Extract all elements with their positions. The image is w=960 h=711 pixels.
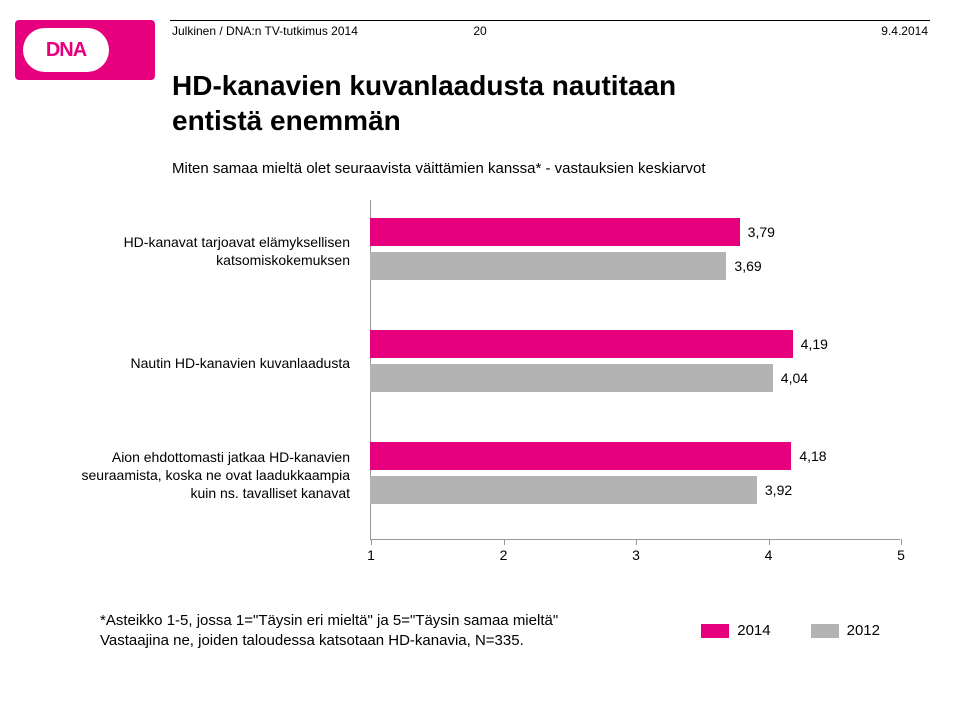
legend-swatch-2014	[701, 624, 729, 638]
bar-value-2012: 3,92	[765, 482, 792, 498]
row-label: Aion ehdottomasti jatkaa HD-kanavien seu…	[60, 430, 360, 520]
bar-value-2014: 4,18	[799, 448, 826, 464]
bar-2014	[370, 330, 793, 358]
legend-label-2012: 2012	[847, 622, 880, 639]
x-tick-label: 3	[632, 547, 640, 563]
x-tick-label: 2	[500, 547, 508, 563]
bar-2012	[370, 252, 726, 280]
bar-2012	[370, 364, 773, 392]
dna-logo-text: DNA	[46, 39, 86, 62]
row-label: Nautin HD-kanavien kuvanlaadusta	[60, 318, 360, 408]
bar-chart: 12345 HD-kanavat tarjoavat elämyksellise…	[60, 200, 900, 560]
header-left: Julkinen / DNA:n TV-tutkimus 2014	[172, 24, 358, 38]
x-tick-label: 5	[897, 547, 905, 563]
dna-logo: DNA	[15, 20, 155, 80]
title-line-2: entistä enemmän	[172, 105, 401, 136]
chart-row: Nautin HD-kanavien kuvanlaadusta 4,19 4,04	[60, 318, 900, 408]
bar-value-2014: 4,19	[801, 336, 828, 352]
bar-pair: 3,79 3,69	[370, 206, 900, 296]
subtitle: Miten samaa mieltä olet seuraavista väit…	[172, 160, 706, 177]
x-tick	[901, 539, 902, 545]
footnote-line-2: Vastaajina ne, joiden taloudessa katsota…	[100, 632, 524, 649]
page-title: HD-kanavien kuvanlaadusta nautitaan enti…	[172, 68, 676, 138]
page-number: 20	[473, 24, 486, 38]
row-label: HD-kanavat tarjoavat elämyksellisen kats…	[60, 206, 360, 296]
x-tick-label: 4	[765, 547, 773, 563]
x-tick	[504, 539, 505, 545]
bar-2014	[370, 442, 791, 470]
chart-row: Aion ehdottomasti jatkaa HD-kanavien seu…	[60, 430, 900, 520]
bar-2014	[370, 218, 740, 246]
legend-swatch-2012	[811, 624, 839, 638]
footnote-line-1: *Asteikko 1-5, jossa 1="Täysin eri mielt…	[100, 612, 558, 629]
x-tick	[636, 539, 637, 545]
chart-row: HD-kanavat tarjoavat elämyksellisen kats…	[60, 206, 900, 296]
dna-logo-bubble: DNA	[23, 28, 109, 72]
legend-label-2014: 2014	[737, 622, 770, 639]
header-date: 9.4.2014	[881, 24, 928, 38]
bar-value-2014: 3,79	[748, 224, 775, 240]
x-tick	[769, 539, 770, 545]
bar-value-2012: 3,69	[734, 258, 761, 274]
title-line-1: HD-kanavien kuvanlaadusta nautitaan	[172, 70, 676, 101]
legend-item-2012: 2012	[811, 622, 880, 639]
bar-pair: 4,19 4,04	[370, 318, 900, 408]
footnote: *Asteikko 1-5, jossa 1="Täysin eri mielt…	[100, 611, 558, 652]
legend-item-2014: 2014	[701, 622, 770, 639]
x-tick-label: 1	[367, 547, 375, 563]
header-rule	[170, 20, 930, 21]
legend: 2014 2012	[701, 622, 880, 639]
x-tick	[371, 539, 372, 545]
bar-2012	[370, 476, 757, 504]
bar-value-2012: 4,04	[781, 370, 808, 386]
bar-pair: 4,18 3,92	[370, 430, 900, 520]
